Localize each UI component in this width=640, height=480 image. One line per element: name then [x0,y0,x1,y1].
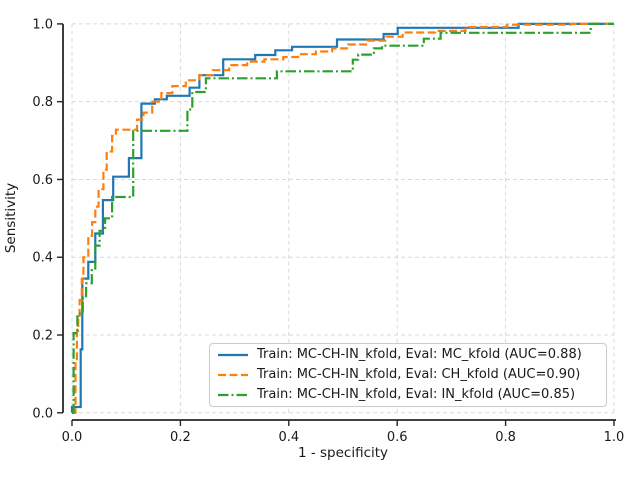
legend-line-sample-dashdot-icon [218,393,248,397]
legend-item-ch: Train: MC-CH-IN_kfold, Eval: CH_kfold (A… [218,365,600,385]
x-tick-label: 0.6 [387,430,408,445]
y-tick-label: 0.2 [32,329,53,344]
roc-curve-MC_kfold [70,22,614,413]
legend-label-ch: Train: MC-CH-IN_kfold, Eval: CH_kfold (A… [257,367,581,382]
legend-item-mc: Train: MC-CH-IN_kfold, Eval: MC_kfold (A… [218,345,600,365]
legend-item-in: Train: MC-CH-IN_kfold, Eval: IN_kfold (A… [218,385,600,405]
y-tick-label: 1.0 [32,17,53,32]
x-tick-label: 1.0 [604,430,625,445]
x-tick-label: 0.2 [170,430,191,445]
legend-line-sample-solid-icon [218,353,248,357]
y-tick-label: 0.6 [32,173,53,188]
y-axis-label: Sensitivity [3,183,19,253]
roc-curve-IN_kfold [72,22,614,414]
x-tick-label: 0.0 [62,430,83,445]
legend-label-in: Train: MC-CH-IN_kfold, Eval: IN_kfold (A… [257,387,576,402]
y-tick-label: 0.8 [32,95,53,110]
legend-line-sample-dashed-icon [218,373,248,377]
y-tick-label: 0.4 [32,251,53,266]
x-axis-label: 1 - specificity [298,445,388,461]
x-tick-label: 0.4 [278,430,299,445]
x-tick-label: 0.8 [495,430,516,445]
legend-label-mc: Train: MC-CH-IN_kfold, Eval: MC_kfold (A… [257,347,582,362]
y-tick-label: 0.0 [32,406,53,421]
legend: Train: MC-CH-IN_kfold, Eval: MC_kfold (A… [209,343,607,407]
